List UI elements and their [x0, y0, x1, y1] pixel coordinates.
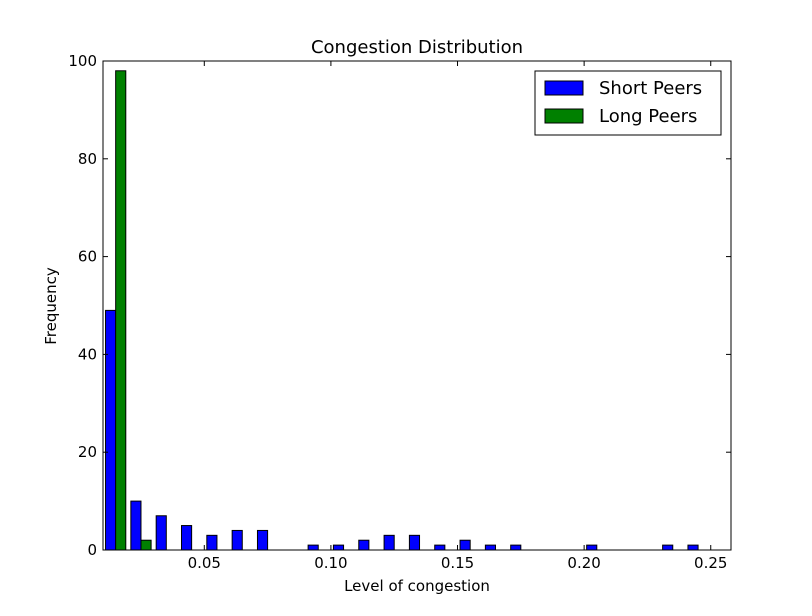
bar-short-peers-8 [307, 544, 319, 551]
y-tick-label: 40 [78, 345, 97, 363]
bar-short-peers-14 [459, 539, 471, 551]
bar-short-peers-22 [662, 544, 674, 551]
bar-short-peers-9 [332, 544, 345, 551]
bar-short-peers-10 [358, 539, 370, 551]
bar-short-peers-23 [687, 544, 699, 551]
bars-layer [105, 70, 699, 551]
bar-short-peers-3 [181, 525, 193, 551]
bar-short-peers-6 [256, 529, 269, 551]
y-tick-label: 0 [87, 541, 97, 559]
x-tick-label: 0.25 [694, 554, 727, 572]
legend-label-long-peers: Long Peers [599, 106, 697, 127]
bar-short-peers-12 [408, 534, 421, 551]
y-tick-label: 100 [68, 52, 97, 70]
bar-long-peers-1 [140, 539, 152, 551]
y-axis-label: Frequency [42, 267, 60, 345]
x-tick-label: 0.20 [567, 554, 600, 572]
legend-swatch-long-peers [544, 108, 584, 124]
y-tick-label: 60 [78, 248, 97, 266]
bar-short-peers-4 [206, 534, 218, 551]
bar-short-peers-15 [484, 544, 497, 551]
x-tick-label: 0.10 [314, 554, 347, 572]
plot-frame [102, 60, 732, 551]
bar-short-peers-1 [130, 500, 142, 551]
legend-swatch-short-peers [544, 80, 584, 96]
bar-short-peers-11 [383, 534, 395, 551]
x-tick-label: 0.05 [188, 554, 221, 572]
legend: Short Peers Long Peers [534, 70, 722, 136]
x-axis-label: Level of congestion [344, 577, 490, 595]
bar-short-peers-0 [105, 309, 117, 551]
y-tick-label: 20 [78, 443, 97, 461]
bar-short-peers-16 [510, 544, 522, 551]
bar-short-peers-5 [231, 529, 243, 551]
x-tick-label: 0.15 [441, 554, 474, 572]
bar-short-peers-2 [155, 515, 167, 551]
y-tick-label: 80 [78, 150, 97, 168]
ticks-layer: 0.05 0.10 0.15 0.20 0.25 0 20 40 60 80 100 [68, 52, 731, 572]
bar-short-peers-13 [434, 544, 446, 551]
bar-short-peers-19 [586, 544, 598, 551]
chart-title: Congestion Distribution [311, 37, 523, 58]
bar-long-peers-0 [115, 70, 127, 551]
legend-label-short-peers: Short Peers [599, 78, 702, 99]
